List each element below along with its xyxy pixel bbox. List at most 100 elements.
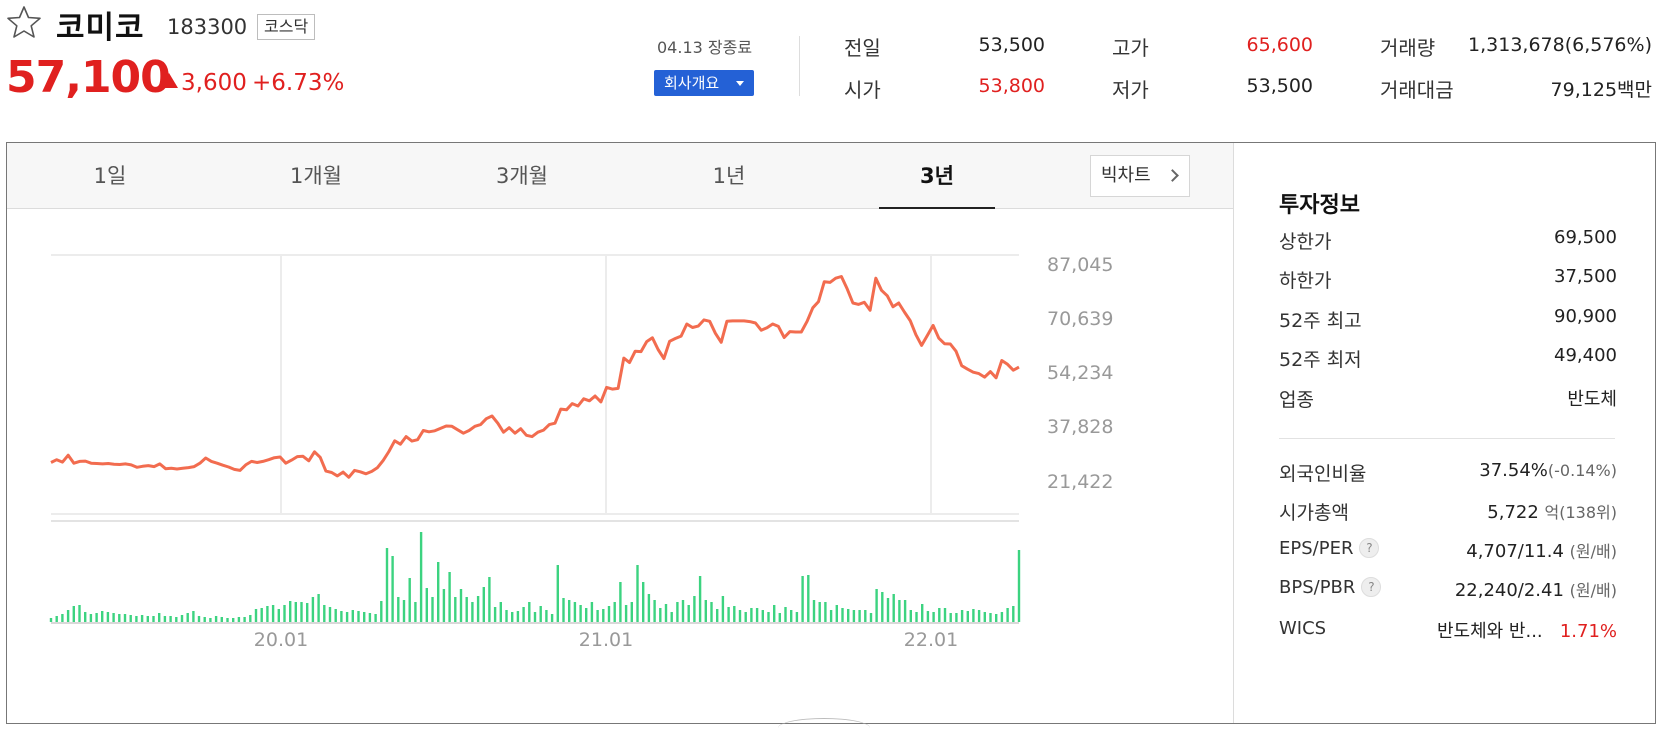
volume-bar [562, 598, 565, 622]
volume-bar [790, 610, 793, 622]
trade-value-number: 79,125 [1550, 79, 1618, 101]
volume-bar [613, 602, 616, 622]
volume-bar [522, 607, 525, 622]
volume-bar [704, 600, 707, 622]
volume-bar [511, 612, 514, 622]
bps-pbr-value: 22,240/2.41 (원/배) [1454, 580, 1617, 601]
y-tick-label: 37,828 [1047, 416, 1113, 438]
volume-bar [960, 610, 964, 622]
volume-bar [727, 607, 730, 622]
volume-bar [653, 600, 656, 622]
volume-bar [260, 608, 263, 622]
volume-bar [277, 609, 280, 622]
volume-bar [294, 602, 297, 622]
volume-bar [602, 609, 605, 622]
volume-bar [545, 610, 548, 622]
volume-bar [123, 614, 127, 622]
volume-bar [391, 556, 394, 622]
volume-bar [249, 615, 252, 622]
volume-bar [317, 594, 320, 622]
volume-bar [659, 608, 662, 622]
upper-limit-label: 상한가 [1279, 231, 1332, 253]
volume-bar [624, 605, 628, 622]
volume-bar [95, 613, 98, 622]
volume-bar [807, 575, 810, 622]
volume-bar [78, 605, 81, 622]
foreign-ratio-label: 외국인비율 [1279, 463, 1367, 485]
volume-bar [476, 596, 480, 622]
divider [1233, 143, 1234, 723]
sector-value: 반도체 [1567, 389, 1617, 410]
period-tabs: 1일 1개월 3개월 1년 3년 빅차트 [7, 143, 1233, 209]
volume-bar [459, 589, 463, 622]
volume-bar [49, 618, 53, 622]
star-icon[interactable] [6, 4, 42, 40]
chevron-right-icon [1166, 169, 1179, 182]
volume-bar [533, 612, 537, 622]
52w-high-value: 90,900 [1554, 306, 1617, 327]
volume-bar [283, 605, 286, 622]
volume-bar [368, 613, 372, 622]
volume-bar [380, 601, 383, 622]
volume-bar [408, 578, 411, 622]
market-cap-label: 시가총액 [1279, 502, 1349, 524]
volume-bar [465, 597, 468, 622]
volume-bar [767, 612, 770, 622]
company-overview-button[interactable]: 회사개요 [654, 70, 754, 96]
quote-value-low: 53,500 [1246, 75, 1313, 97]
volume-bar [419, 532, 423, 622]
volume-bar [425, 588, 428, 622]
quote-label-prev-close: 전일 [844, 36, 881, 60]
bigchart-label: 빅차트 [1101, 165, 1151, 186]
volume-bar [61, 614, 64, 622]
volume-bar [214, 616, 218, 622]
tab-1day[interactable]: 1일 [93, 164, 127, 188]
volume-bar [698, 576, 702, 622]
wics-value[interactable]: 반도체와 반... 1.71% [1436, 621, 1617, 642]
volume-bar [220, 617, 223, 622]
help-icon[interactable]: ? [1359, 538, 1380, 558]
volume-bar [66, 610, 70, 622]
market-close-label: 04.13 장종료 [657, 38, 753, 57]
volume-bar [977, 610, 981, 622]
bigchart-button[interactable]: 빅차트 [1090, 155, 1190, 197]
y-tick-label: 70,639 [1047, 308, 1113, 330]
price-chart: 87,045 70,639 54,234 37,828 21,422 20.01 21.0… [49, 254, 1113, 651]
volume-bar [152, 616, 155, 622]
volume-bar [556, 565, 559, 622]
volume-bar [898, 600, 901, 622]
volume-bar [112, 613, 115, 622]
volume-bar [158, 613, 161, 622]
volume-bar [909, 610, 912, 622]
volume-bar [232, 618, 235, 622]
volume-bar [681, 600, 685, 622]
volume-bar [761, 610, 764, 622]
volume-bar [590, 602, 594, 622]
volume-bar [471, 602, 474, 622]
help-icon[interactable]: ? [1361, 577, 1382, 597]
volume-bar [169, 616, 172, 622]
quote-label-open: 시가 [844, 78, 881, 102]
volume-bar [1000, 612, 1004, 622]
tab-3month[interactable]: 3개월 [495, 164, 548, 188]
volume-bar [733, 606, 736, 622]
invest-title: 투자정보 [1279, 193, 1360, 218]
volume-bar [568, 600, 571, 622]
volume-bar [146, 616, 149, 622]
tab-1year[interactable]: 1년 [712, 164, 746, 188]
volume-bar [932, 612, 935, 622]
volume-bar [402, 600, 406, 622]
volume-bar [180, 615, 184, 622]
volume-bar [864, 610, 867, 622]
volume-bar [642, 582, 645, 622]
investment-info: 투자정보 상한가 69,500 하한가 37,500 52주 최고 90,900… [1233, 143, 1655, 723]
volume-bar [801, 576, 804, 622]
chart-grid [51, 254, 1019, 624]
trade-value-unit: 백만 [1617, 79, 1652, 101]
volume-bar [579, 605, 582, 622]
volume-bar [795, 612, 799, 622]
tab-3year[interactable]: 3년 [920, 164, 954, 188]
tab-1month[interactable]: 1개월 [289, 164, 342, 188]
current-price: 57,100 [6, 52, 171, 103]
volume-bar [334, 609, 337, 622]
